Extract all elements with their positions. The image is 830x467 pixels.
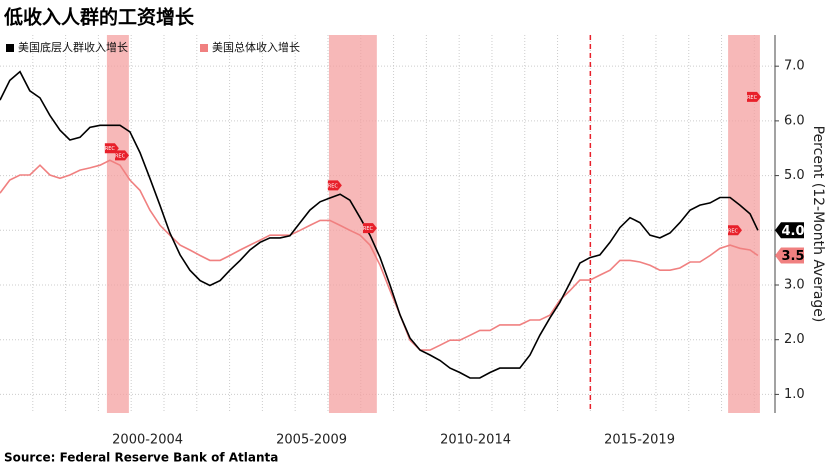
y-tick-label: 7.0	[784, 59, 805, 74]
legend-swatch	[200, 44, 208, 52]
rec-label: REC	[105, 146, 116, 152]
x-tick-label: 2005-2009	[276, 433, 347, 448]
rec-marker	[727, 225, 742, 236]
series-line	[0, 70, 759, 379]
chart-title: 低收入人群的工资增长	[3, 6, 195, 29]
rec-marker	[327, 180, 342, 191]
y-tick-label: 2.0	[784, 332, 805, 347]
y-tick-label: 5.0	[784, 168, 805, 183]
rec-label: REC	[363, 226, 374, 232]
end-tag	[775, 222, 804, 239]
legend-label: 美国总体收入增长	[212, 40, 300, 54]
end-tag	[775, 247, 804, 264]
y-axis-label: Percent (12-Month Average)	[810, 126, 826, 323]
legend-label: 美国底层人群收入增长	[18, 40, 128, 54]
recession-band	[106, 35, 129, 413]
y-tick-label: 6.0	[784, 113, 805, 128]
rec-label: REC	[115, 153, 126, 159]
rec-marker	[747, 91, 762, 102]
legend-swatch	[6, 44, 14, 52]
rec-label: REC	[328, 183, 339, 189]
rec-marker	[115, 150, 130, 161]
y-tick-label: 3.0	[784, 277, 805, 292]
x-tick-label: 2010-2014	[440, 433, 511, 448]
series-line	[0, 159, 759, 351]
end-label: 4.0	[781, 224, 804, 239]
rec-marker	[362, 223, 377, 234]
rec-label: REC	[728, 228, 739, 234]
y-tick-label: 1.0	[784, 387, 805, 402]
x-tick-label: 2015-2019	[604, 433, 675, 448]
x-tick-label: 2000-2004	[112, 433, 183, 448]
source: Source: Federal Reserve Bank of Atlanta	[4, 451, 278, 465]
rec-label: REC	[747, 95, 758, 101]
end-label: 3.5	[781, 249, 804, 264]
